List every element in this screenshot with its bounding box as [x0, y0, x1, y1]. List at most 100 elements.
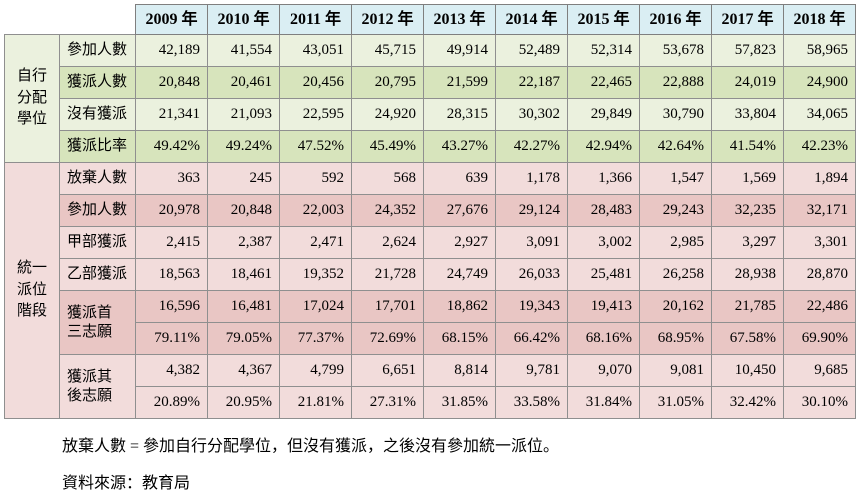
table-row: 自行 分配 學位 參加人數 42,189 41,554 43,051 45,71… — [4, 34, 856, 163]
data-cell: 4,382 — [135, 354, 208, 387]
data-cell: 22,187 — [495, 66, 568, 99]
data-cell: 28,938 — [711, 258, 784, 291]
data-cell: 3,091 — [495, 226, 568, 259]
table-row: 獲派首 三志願 16,596 16,481 17,024 17,701 18,8… — [5, 290, 856, 355]
data-cell: 30,302 — [495, 98, 568, 131]
data-cell: 20,848 — [207, 194, 280, 227]
data-cell: 2,471 — [279, 226, 352, 259]
data-cell: 72.69% — [351, 322, 424, 355]
year-header-row: 2009 年 2010 年 2011 年 2012 年 2013 年 2014 … — [4, 4, 856, 35]
table-row: 沒有獲派 21,341 21,093 22,595 24,920 28,315 … — [5, 98, 856, 131]
data-cell: 1,894 — [783, 162, 856, 195]
data-cell: 20.95% — [207, 386, 280, 419]
data-cell: 24,920 — [351, 98, 424, 131]
row-label: 甲部獲派 — [59, 226, 136, 259]
data-cell: 4,367 — [207, 354, 280, 387]
row-label: 參加人數 — [59, 194, 136, 227]
year-header: 2010 年 — [207, 4, 280, 35]
data-cell: 16,481 — [207, 290, 280, 323]
table-row: 獲派比率 49.42% 49.24% 47.52% 45.49% 43.27% … — [5, 130, 856, 163]
data-cell: 19,352 — [279, 258, 352, 291]
data-cell: 21,785 — [711, 290, 784, 323]
data-cell: 9,685 — [783, 354, 856, 387]
data-cell: 1,178 — [495, 162, 568, 195]
data-cell: 31.85% — [423, 386, 496, 419]
data-cell: 24,900 — [783, 66, 856, 99]
year-header: 2009 年 — [135, 4, 208, 35]
data-cell: 32.42% — [711, 386, 784, 419]
data-cell: 31.05% — [639, 386, 712, 419]
data-cell: 32,171 — [783, 194, 856, 227]
data-cell: 20,795 — [351, 66, 424, 99]
data-cell: 18,461 — [207, 258, 280, 291]
data-cell: 42,189 — [135, 34, 208, 67]
data-cell: 34,065 — [783, 98, 856, 131]
data-cell: 49.42% — [135, 130, 208, 163]
data-cell: 8,814 — [423, 354, 496, 387]
data-cell: 49,914 — [423, 34, 496, 67]
data-cell: 21.81% — [279, 386, 352, 419]
data-cell: 17,024 — [279, 290, 352, 323]
data-cell: 19,413 — [567, 290, 640, 323]
data-cell: 21,341 — [135, 98, 208, 131]
data-cell: 29,243 — [639, 194, 712, 227]
data-cell: 3,301 — [783, 226, 856, 259]
data-cell: 18,563 — [135, 258, 208, 291]
data-cell: 24,019 — [711, 66, 784, 99]
data-cell: 67.58% — [711, 322, 784, 355]
allocation-statistics-table: 2009 年 2010 年 2011 年 2012 年 2013 年 2014 … — [4, 4, 856, 419]
data-cell: 18,862 — [423, 290, 496, 323]
data-cell: 26,033 — [495, 258, 568, 291]
data-cell: 22,888 — [639, 66, 712, 99]
data-cell: 21,093 — [207, 98, 280, 131]
data-cell: 20,162 — [639, 290, 712, 323]
table-row: 參加人數 20,978 20,848 22,003 24,352 27,676 … — [5, 194, 856, 227]
data-cell: 27,676 — [423, 194, 496, 227]
data-cell: 41,554 — [207, 34, 280, 67]
data-cell: 2,415 — [135, 226, 208, 259]
data-cell: 42.94% — [567, 130, 640, 163]
table-row: 甲部獲派 2,415 2,387 2,471 2,624 2,927 3,091… — [5, 226, 856, 259]
data-cell: 57,823 — [711, 34, 784, 67]
data-cell: 47.52% — [279, 130, 352, 163]
table-row: 獲派人數 20,848 20,461 20,456 20,795 21,599 … — [5, 66, 856, 99]
data-cell: 19,343 — [495, 290, 568, 323]
data-cell: 9,070 — [567, 354, 640, 387]
data-cell: 45,715 — [351, 34, 424, 67]
data-cell: 49.24% — [207, 130, 280, 163]
data-cell: 22,465 — [567, 66, 640, 99]
data-cell: 3,297 — [711, 226, 784, 259]
data-cell: 2,624 — [351, 226, 424, 259]
data-cell: 77.37% — [279, 322, 352, 355]
table-row: 乙部獲派 18,563 18,461 19,352 21,728 24,749 … — [5, 258, 856, 291]
data-cell: 6,651 — [351, 354, 424, 387]
row-label: 獲派其 後志願 — [59, 354, 136, 419]
data-cell: 4,799 — [279, 354, 352, 387]
data-cell: 43,051 — [279, 34, 352, 67]
data-cell: 245 — [207, 162, 280, 195]
data-cell: 68.16% — [567, 322, 640, 355]
year-header: 2015 年 — [567, 4, 640, 35]
data-cell: 41.54% — [711, 130, 784, 163]
data-cell: 45.49% — [351, 130, 424, 163]
data-cell: 22,486 — [783, 290, 856, 323]
data-cell: 52,489 — [495, 34, 568, 67]
data-cell: 33,804 — [711, 98, 784, 131]
data-cell: 42.23% — [783, 130, 856, 163]
data-cell: 69.90% — [783, 322, 856, 355]
data-cell: 29,849 — [567, 98, 640, 131]
row-label: 獲派首 三志願 — [59, 290, 136, 355]
blank-corner-cell — [4, 4, 136, 35]
year-header: 2014 年 — [495, 4, 568, 35]
data-cell: 22,003 — [279, 194, 352, 227]
year-header: 2011 年 — [279, 4, 352, 35]
year-header: 2018 年 — [783, 4, 856, 35]
data-cell: 2,985 — [639, 226, 712, 259]
data-cell: 29,124 — [495, 194, 568, 227]
row-label: 沒有獲派 — [59, 98, 136, 131]
data-cell: 32,235 — [711, 194, 784, 227]
data-cell: 25,481 — [567, 258, 640, 291]
data-cell: 52,314 — [567, 34, 640, 67]
data-cell: 26,258 — [639, 258, 712, 291]
